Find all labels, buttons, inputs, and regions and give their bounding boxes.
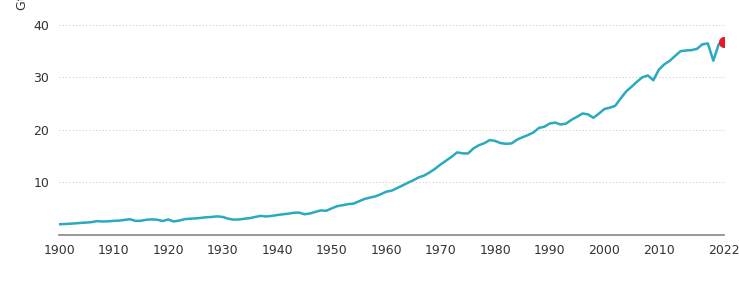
- Text: Gt CO₂: Gt CO₂: [16, 0, 29, 10]
- Point: [718, 39, 730, 44]
